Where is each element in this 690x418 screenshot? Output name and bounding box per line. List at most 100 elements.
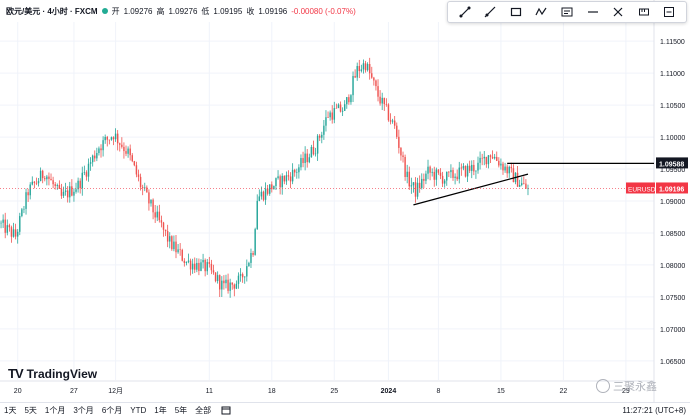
candle-body bbox=[21, 209, 23, 217]
candle-body bbox=[268, 184, 271, 194]
candle-body bbox=[375, 80, 377, 87]
candle-body bbox=[114, 133, 117, 140]
text-icon[interactable] bbox=[559, 4, 575, 20]
candle-body bbox=[69, 186, 71, 198]
candle-body bbox=[198, 262, 200, 271]
candle-body bbox=[402, 155, 404, 157]
candle-body bbox=[337, 104, 340, 109]
candle-body bbox=[16, 231, 19, 237]
candle-body bbox=[52, 180, 54, 185]
range-3m[interactable]: 3个月 bbox=[73, 406, 94, 415]
candle-body bbox=[54, 184, 56, 186]
pattern-icon[interactable] bbox=[533, 4, 549, 20]
x-tick-label: 25 bbox=[330, 388, 338, 395]
candle-body bbox=[162, 222, 165, 230]
range-1m[interactable]: 1个月 bbox=[44, 406, 66, 415]
candle-body bbox=[329, 112, 331, 118]
current-price-label: 1.09196 bbox=[659, 186, 684, 193]
candle-body bbox=[141, 187, 144, 189]
range-ytd[interactable]: YTD bbox=[130, 406, 147, 415]
candle-body bbox=[212, 270, 215, 273]
range-5y[interactable]: 5年 bbox=[174, 406, 188, 415]
candle-body bbox=[237, 275, 240, 284]
range-1d[interactable]: 1天 bbox=[4, 406, 17, 415]
candle-body bbox=[229, 282, 231, 291]
candle-body bbox=[510, 166, 513, 169]
candle-body bbox=[350, 95, 352, 103]
measure-icon[interactable] bbox=[636, 4, 652, 20]
tradingview-logo: TV TradingView bbox=[8, 366, 97, 381]
candle-body bbox=[318, 135, 321, 138]
candle-body bbox=[94, 155, 96, 159]
candle-body bbox=[252, 253, 254, 255]
candle-body bbox=[385, 104, 388, 105]
candle-body bbox=[8, 225, 11, 228]
candle-body bbox=[448, 171, 450, 173]
candle-body bbox=[156, 211, 158, 218]
candle-body bbox=[393, 120, 396, 126]
candle-body bbox=[241, 274, 244, 278]
candle-body bbox=[75, 189, 77, 192]
range-1y[interactable]: 1年 bbox=[154, 406, 167, 415]
candle-body bbox=[14, 229, 17, 237]
candle-body bbox=[410, 185, 413, 187]
horizontal-line-icon[interactable] bbox=[585, 4, 601, 20]
ray-icon[interactable] bbox=[482, 4, 498, 20]
range-5d[interactable]: 5天 bbox=[24, 406, 37, 415]
candle-body bbox=[485, 156, 488, 165]
clock-readout[interactable]: 11:27:21 (UTC+8) bbox=[622, 406, 686, 415]
candle-body bbox=[504, 166, 506, 171]
candle-body bbox=[46, 176, 48, 180]
candle-body bbox=[362, 63, 365, 70]
candle-body bbox=[341, 110, 344, 112]
candle-body bbox=[112, 137, 115, 140]
candle-body bbox=[58, 185, 61, 189]
range-all[interactable]: 全部 bbox=[195, 406, 212, 415]
candle-body bbox=[85, 172, 88, 177]
y-tick-label: 1.11000 bbox=[660, 71, 685, 78]
candle-body bbox=[283, 175, 286, 182]
low-label: 低 bbox=[201, 6, 210, 16]
symbol-info-bar: 欧元/美元 · 4小时 · FXCM 开 1.09276 高 1.09276 低… bbox=[6, 4, 356, 18]
open-value: 1.09276 bbox=[123, 6, 153, 16]
range-6m[interactable]: 6个月 bbox=[101, 406, 123, 415]
horizontal-line-label-bg bbox=[656, 157, 688, 169]
market-status-dot bbox=[101, 8, 108, 14]
candle-body bbox=[204, 259, 206, 272]
candle-body bbox=[73, 191, 75, 196]
candle-body bbox=[450, 170, 452, 173]
x-tick-label: 12月 bbox=[108, 387, 123, 395]
candle-body bbox=[335, 108, 338, 109]
candle-body bbox=[23, 208, 25, 210]
y-tick-label: 1.11500 bbox=[660, 39, 685, 46]
trend-line-icon[interactable] bbox=[457, 4, 473, 20]
candle-body bbox=[260, 191, 263, 197]
calendar-icon[interactable] bbox=[215, 405, 237, 417]
candle-body bbox=[441, 175, 444, 184]
candle-body bbox=[493, 156, 496, 159]
candle-body bbox=[200, 262, 202, 271]
candle-body bbox=[139, 176, 142, 188]
candle-body bbox=[175, 241, 177, 253]
candle-body bbox=[366, 64, 369, 71]
rectangle-icon[interactable] bbox=[508, 4, 524, 20]
candle-body bbox=[475, 170, 477, 172]
candle-body bbox=[181, 249, 183, 261]
brush-icon[interactable] bbox=[610, 4, 626, 20]
candle-body bbox=[298, 167, 300, 173]
candle-body bbox=[166, 231, 169, 242]
candle-body bbox=[183, 260, 186, 263]
candle-body bbox=[348, 97, 350, 103]
symbol-label[interactable]: 欧元/美元 · 4小时 · FXCM bbox=[6, 6, 98, 16]
watermark-text: 三聚永鑫 bbox=[613, 381, 657, 393]
candle-body bbox=[154, 212, 156, 218]
more-icon[interactable] bbox=[661, 4, 677, 20]
candle-body bbox=[508, 166, 510, 174]
candle-body bbox=[360, 69, 363, 72]
x-tick-label: 18 bbox=[268, 388, 276, 395]
candle-body bbox=[202, 259, 204, 263]
candle-body bbox=[479, 157, 481, 163]
candle-body bbox=[44, 178, 46, 180]
